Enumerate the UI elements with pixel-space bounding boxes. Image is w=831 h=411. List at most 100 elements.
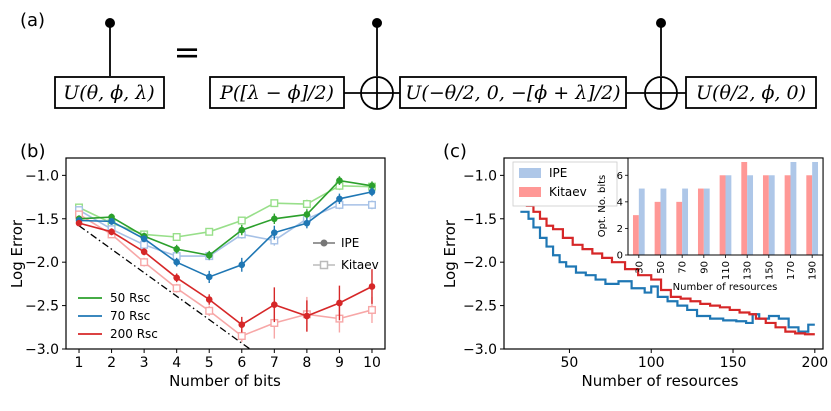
b-series-line	[78, 222, 373, 326]
inset-bar-kitaev	[719, 175, 726, 255]
b-point-ipe	[368, 283, 376, 290]
b-point-ipe	[336, 195, 343, 203]
c-xtick-label: 50	[561, 355, 579, 371]
inset-xtick-label: 50	[656, 261, 667, 274]
c-ytick-label: −3.0	[463, 342, 497, 358]
inset-ytick-label: 6	[617, 171, 623, 182]
b-point-kitaev	[172, 233, 181, 242]
inset-xtick-label: 150	[764, 261, 775, 280]
inset-xtick-label: 170	[786, 261, 797, 280]
c-xtick-label: 100	[638, 355, 665, 371]
legend-c-kitaev-swatch	[519, 187, 541, 197]
legend-kitaev-label: Kitaev	[341, 258, 379, 272]
b-xtick-label: 3	[140, 355, 149, 371]
b-point-ipe	[336, 177, 343, 184]
b-point-kitaev	[367, 305, 376, 314]
b-point-ipe	[75, 219, 83, 227]
b-point-ipe	[173, 258, 180, 266]
legend-70rsc-label: 70 Rsc	[110, 309, 150, 323]
b-series-line	[78, 179, 373, 257]
inset-bar-kitaev	[806, 175, 813, 255]
b-point-kitaev	[367, 200, 376, 209]
equals-sign: =	[174, 33, 201, 71]
c-xtick-label: 150	[720, 355, 747, 371]
c-ytick-label: −1.5	[463, 212, 497, 228]
inset-bar-kitaev	[741, 161, 748, 255]
b-xtick-label: 5	[205, 355, 214, 371]
b-point-kitaev	[237, 216, 246, 225]
b-point-ipe	[368, 182, 376, 190]
b-series-line	[78, 204, 372, 257]
inset-bar-kitaev	[632, 215, 639, 255]
legend-200rsc-label: 200 Rsc	[110, 327, 158, 341]
b-point-ipe	[238, 321, 246, 328]
b-point-ipe	[205, 296, 213, 303]
panel-label-a: (a)	[20, 10, 45, 31]
inset-ylabel: Opt. No. bits	[597, 175, 608, 238]
b-series-line	[78, 184, 373, 238]
panel-c-chart: (c) 50 100 150 200 −3.0 −2.5 −2.0 −1.5 −1.0 Numb…	[441, 141, 828, 390]
legend-ipe-label: IPE	[341, 236, 359, 250]
inset-bar-ipe	[747, 175, 754, 255]
b-xtick-label: 7	[270, 355, 279, 371]
inset-xtick-label: 90	[699, 261, 710, 274]
b-point-ipe	[271, 229, 278, 236]
b-ytick-label: −2.5	[25, 299, 59, 315]
inset-xtick-label: 130	[743, 261, 754, 280]
gate-u2	[399, 76, 627, 109]
inset-ytick-label: 4	[617, 197, 623, 208]
b-point-ipe	[271, 301, 278, 309]
b-point-kitaev	[237, 331, 246, 340]
b-xtick-label: 1	[75, 355, 84, 371]
inset-bar-kitaev	[762, 175, 769, 255]
gate-u-label: U(θ, ϕ, λ)	[63, 82, 154, 104]
b-series-line	[78, 191, 373, 278]
b-point-ipe	[205, 273, 213, 281]
panel-b-frame	[65, 157, 386, 350]
b-point-ipe	[303, 219, 311, 227]
gate-u2-label: U(−θ/2, 0, −[ϕ + λ]/2)	[405, 82, 620, 104]
b-point-ipe	[108, 218, 115, 225]
b-point-kitaev	[140, 240, 149, 249]
b-point-kitaev	[205, 227, 214, 236]
gate-u3	[685, 76, 817, 109]
inset-xtick-label: 30	[634, 261, 645, 274]
b-point-ipe	[303, 312, 311, 320]
b-point-kitaev	[172, 284, 181, 293]
b-xtick-label: 10	[363, 355, 381, 371]
inset-ytick-label: 2	[617, 224, 623, 235]
panel-c-legend: IPE Kitaev	[512, 161, 618, 207]
b-point-ipe	[271, 215, 278, 223]
legend-ipe-marker	[320, 239, 328, 247]
b-xtick-label: 8	[302, 355, 311, 371]
b-ytick-label: −2.0	[25, 255, 59, 271]
panel-label-c: (c)	[443, 141, 467, 162]
b-xtick-label: 2	[107, 355, 116, 371]
b-reference-line	[78, 225, 251, 349]
c-xtick-label: 200	[801, 355, 828, 371]
inset-bar-ipe	[660, 188, 667, 255]
inset-bar-ipe	[812, 161, 819, 255]
b-point-ipe	[205, 251, 213, 259]
b-point-ipe	[173, 245, 180, 253]
panel-b-xlabel: Number of bits	[169, 372, 281, 390]
b-point-kitaev	[205, 306, 214, 315]
b-point-ipe	[173, 274, 180, 282]
gate-u3-label: U(θ/2, ϕ, 0)	[696, 82, 806, 104]
b-point-ipe	[303, 211, 311, 218]
b-point-ipe	[140, 248, 148, 256]
c-ytick-label: −2.5	[463, 299, 497, 315]
gate-p-label: P([λ − ϕ]/2)	[219, 82, 334, 104]
legend-50rsc-label: 50 Rsc	[110, 291, 150, 305]
b-point-ipe	[336, 299, 343, 307]
inset-ytick-label: 0	[617, 251, 623, 262]
b-ytick-label: −1.0	[25, 168, 59, 184]
b-xtick-label: 6	[237, 355, 246, 371]
inset-xtick-label: 70	[678, 261, 689, 274]
panel-c-ylabel: Log Error	[441, 219, 459, 288]
b-point-ipe	[140, 235, 148, 243]
inset-bar-ipe	[703, 188, 710, 255]
inset-bar-kitaev	[654, 201, 661, 255]
c-series-kitaev	[520, 200, 815, 336]
b-xtick-label: 9	[335, 355, 344, 371]
